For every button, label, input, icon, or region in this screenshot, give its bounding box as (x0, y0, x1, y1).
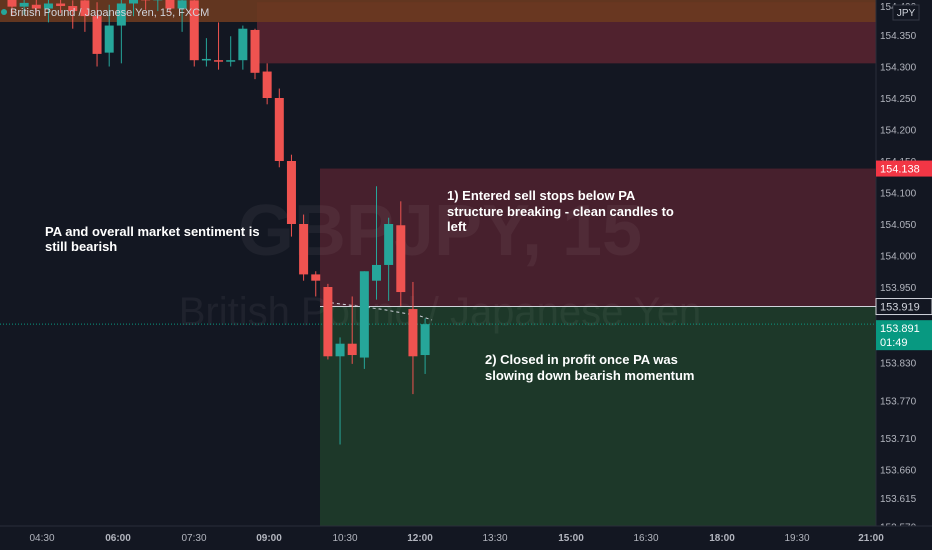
candle-body (201, 58, 211, 61)
last-price-tag (876, 320, 932, 351)
time-tick-label: 19:30 (784, 533, 809, 544)
candle-body (335, 343, 345, 357)
candle-body (274, 98, 284, 161)
price-tick-label: 154.350 (880, 31, 917, 42)
candles-group (7, 0, 430, 445)
left-note-line-1: PA and overall market sentiment is (45, 224, 260, 239)
currency-badge-box[interactable] (892, 4, 920, 21)
entry-note-line-3: left (447, 219, 467, 234)
time-tick-label: 18:00 (709, 533, 735, 544)
candle-body (7, 0, 17, 7)
time-tick-label: 12:00 (407, 533, 433, 544)
candle-body (372, 264, 381, 281)
entry-price-tag (875, 298, 932, 316)
time-tick-label: 10:30 (332, 533, 357, 544)
candle-body (80, 0, 90, 17)
time-axis[interactable] (0, 526, 932, 550)
trend-dashed-line (324, 301, 433, 321)
entry-note-line-1: 1) Entered sell stops below PA (447, 188, 636, 203)
candle-body (299, 224, 309, 275)
candle-body (56, 3, 66, 7)
left-note-line-2: still bearish (45, 239, 117, 254)
price-tick-label: 153.950 (880, 283, 917, 294)
price-tick-label: 154.050 (880, 220, 917, 231)
symbol-status-dot (1, 9, 7, 15)
candle-body (408, 309, 418, 357)
price-tick-label: 154.300 (880, 63, 917, 74)
candle-body (311, 274, 321, 281)
price-tick-label: 153.660 (880, 466, 917, 477)
last-price-label: 153.891 (880, 323, 920, 335)
time-tick-label: 09:00 (256, 533, 282, 544)
candle-body (68, 6, 78, 12)
watermark-ticker: GBPJPY, 15 (238, 191, 642, 271)
price-tick-label: 153.830 (880, 359, 917, 370)
candle-body (214, 60, 224, 62)
take-profit-zone (320, 306, 876, 526)
symbol-label[interactable]: British Pound / Japanese Yen, 15, FXCM (10, 7, 209, 19)
price-tick-label: 154.000 (880, 252, 917, 263)
time-tick-label: 13:30 (482, 533, 507, 544)
candle-body (19, 2, 29, 7)
exit-note-line-2: slowing down bearish momentum (485, 368, 694, 383)
candle-body (250, 29, 260, 73)
candle-body (396, 225, 406, 293)
bar-countdown-label: 01:49 (880, 337, 908, 349)
candle-body (104, 25, 114, 53)
candle-body (189, 0, 199, 61)
stop-price-label: 154.138 (880, 164, 920, 176)
candle-body (43, 3, 53, 9)
candle-body (238, 28, 248, 61)
candle-body (420, 324, 430, 356)
candle-body (384, 224, 394, 265)
time-tick-label: 04:30 (29, 533, 54, 544)
price-tick-label: 154.250 (880, 94, 917, 105)
candle-body (347, 343, 357, 356)
time-tick-label: 16:30 (633, 533, 658, 544)
time-axis-ticks: 04:30 06:00 07:30 09:00 10:30 12:00 13:30 15:00… (29, 533, 884, 544)
candle-body (177, 0, 187, 9)
candle-body (129, 0, 138, 4)
currency-badge: JPY (897, 8, 916, 19)
time-tick-label: 15:00 (558, 533, 584, 544)
price-tick-label: 153.770 (880, 396, 917, 407)
time-tick-label: 07:30 (181, 533, 206, 544)
price-tick-label: 153.615 (880, 494, 917, 505)
supply-zone-upper-band (0, 0, 876, 22)
entry-price-label: 153.919 (880, 302, 920, 314)
time-tick-label: 21:00 (858, 533, 884, 544)
candle-body (262, 71, 272, 98)
candle-body (323, 287, 333, 357)
candle-body (286, 161, 296, 224)
watermark-name: British Pound / Japanese Yen (179, 290, 702, 334)
candle-body (226, 60, 236, 62)
price-axis[interactable] (876, 0, 932, 526)
price-tick-label: 154.200 (880, 126, 917, 137)
exit-note-line-1: 2) Closed in profit once PA was (485, 352, 678, 367)
candle-body (31, 4, 41, 9)
stop-price-tag (876, 160, 932, 177)
time-tick-label: 06:00 (105, 533, 131, 544)
candle-body (165, 0, 175, 9)
price-tick-label: 153.710 (880, 434, 917, 445)
entry-note-line-2: structure breaking - clean candles to (447, 204, 674, 219)
candle-body (92, 16, 102, 54)
candle-body (359, 271, 369, 358)
candle-body (116, 3, 126, 26)
price-tick-label: 154.100 (880, 189, 917, 200)
